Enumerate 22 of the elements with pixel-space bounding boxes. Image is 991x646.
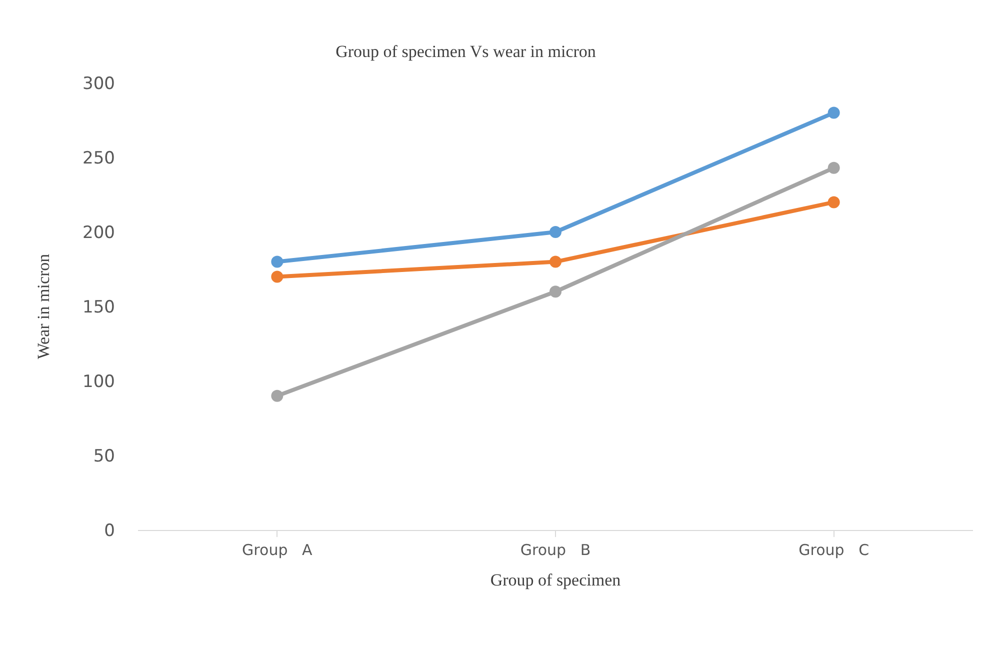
point — [550, 226, 562, 238]
y-tick-label: 150 — [82, 297, 115, 318]
y-tick-label: 200 — [82, 222, 115, 243]
point — [550, 286, 562, 298]
point — [550, 256, 562, 268]
point — [271, 256, 284, 268]
point — [828, 162, 840, 174]
y-tick-label: 250 — [82, 148, 115, 168]
x-tick-label: Group B — [520, 541, 591, 559]
x-axis-title: Group of specimen — [490, 570, 622, 590]
y-tick-label: 0 — [104, 520, 115, 541]
y-tick-label: 50 — [93, 446, 115, 466]
x-tick-label: Group A — [242, 541, 314, 559]
y-tick-label: 100 — [82, 372, 115, 392]
y-tick-label: 300 — [82, 74, 115, 94]
point — [828, 196, 840, 208]
y-axis-title: Wear in micron — [34, 253, 54, 360]
x-tick-label: Group C — [798, 541, 870, 559]
point — [828, 106, 840, 119]
point — [271, 270, 284, 283]
point — [271, 390, 284, 402]
chart-title: Group of specimen Vs wear in micron — [336, 42, 596, 62]
